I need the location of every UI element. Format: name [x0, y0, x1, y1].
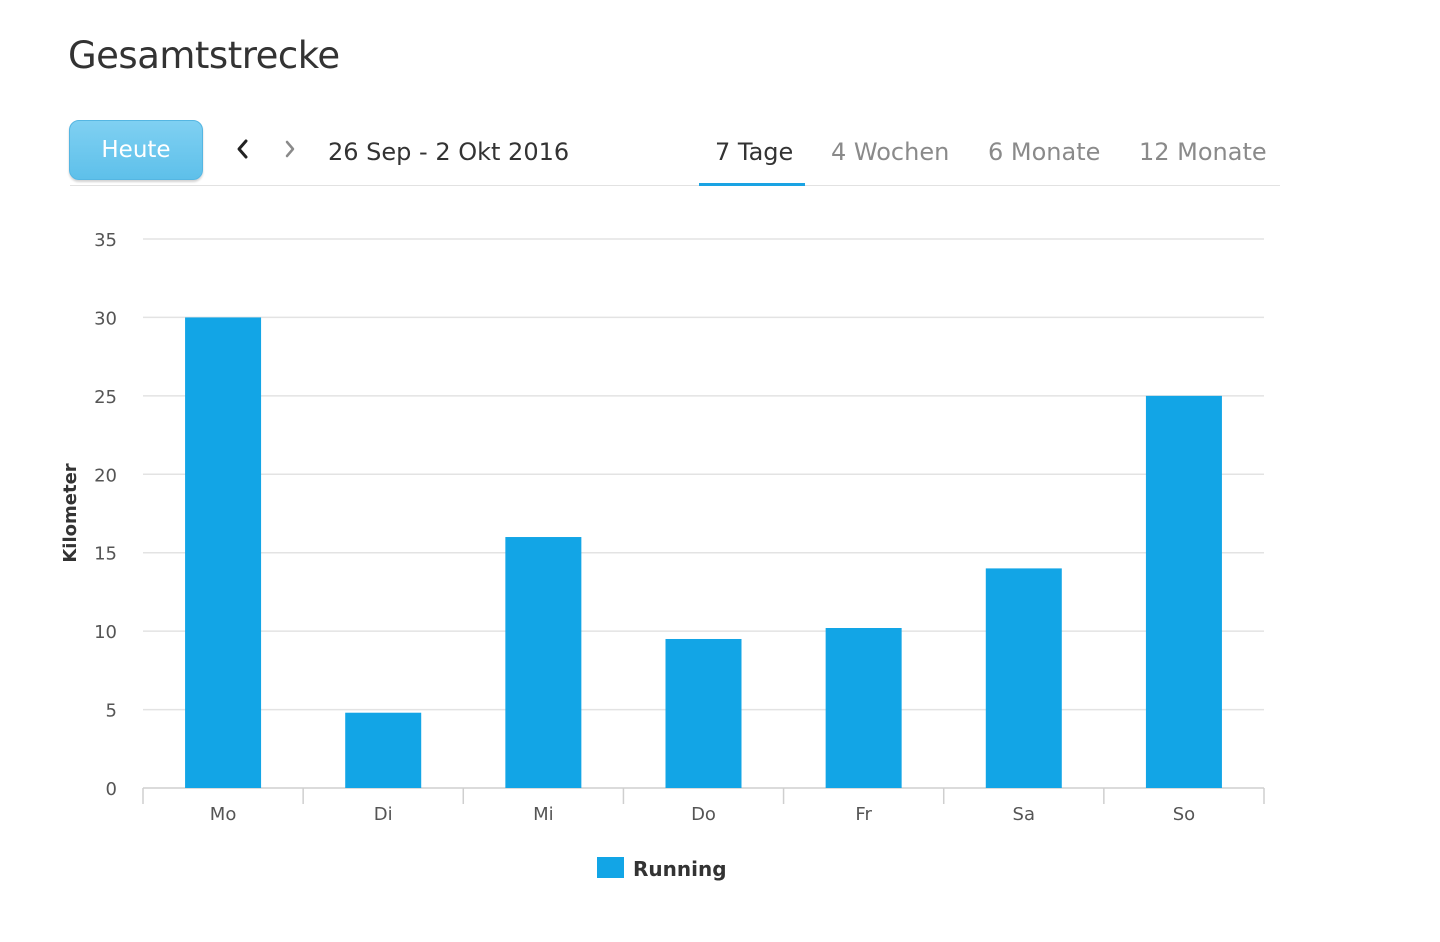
tab-12-monate[interactable]: 12 Monate	[1139, 138, 1267, 166]
bar-sa	[985, 568, 1062, 788]
legend-label: Running	[633, 857, 727, 881]
bar-mi	[505, 537, 582, 788]
y-tick-label: 35	[94, 230, 117, 251]
bar-di	[345, 712, 422, 788]
x-tick-label: Mi	[533, 804, 554, 825]
date-range: 26 Sep - 2 Okt 2016	[328, 138, 570, 166]
legend-swatch	[597, 857, 624, 878]
x-tick-label: Do	[691, 804, 716, 825]
previous-period-button[interactable]	[230, 134, 254, 164]
tab-4-wochen[interactable]: 4 Wochen	[831, 138, 950, 166]
x-tick-label: Sa	[1013, 804, 1035, 825]
x-tick-label: So	[1173, 804, 1195, 825]
x-tick-label: Fr	[855, 804, 872, 825]
y-tick-label: 10	[94, 622, 117, 643]
bar-do	[665, 638, 742, 788]
y-tick-label: 30	[94, 308, 117, 329]
y-tick-label: 5	[106, 701, 117, 722]
chevron-left-icon	[237, 139, 248, 159]
y-tick-label: 0	[106, 779, 117, 800]
x-tick-label: Di	[374, 804, 393, 825]
x-tick-label: Mo	[210, 804, 237, 825]
y-axis-label: Kilometer	[60, 463, 81, 562]
page-title: Gesamtstrecke	[68, 34, 340, 77]
tabs-divider	[70, 185, 1280, 186]
chevron-right-icon	[285, 140, 295, 158]
next-period-button[interactable]	[278, 134, 302, 164]
bar-mo	[185, 317, 262, 788]
y-tick-label: 20	[94, 465, 117, 486]
y-tick-label: 15	[94, 544, 117, 565]
bar-so	[1145, 395, 1222, 788]
y-tick-label: 25	[94, 387, 117, 408]
today-button[interactable]: Heute	[69, 120, 203, 180]
tab-7-tage[interactable]: 7 Tage	[715, 138, 794, 166]
active-tab-indicator	[699, 183, 805, 186]
bar-fr	[825, 628, 902, 788]
tab-6-monate[interactable]: 6 Monate	[988, 138, 1101, 166]
